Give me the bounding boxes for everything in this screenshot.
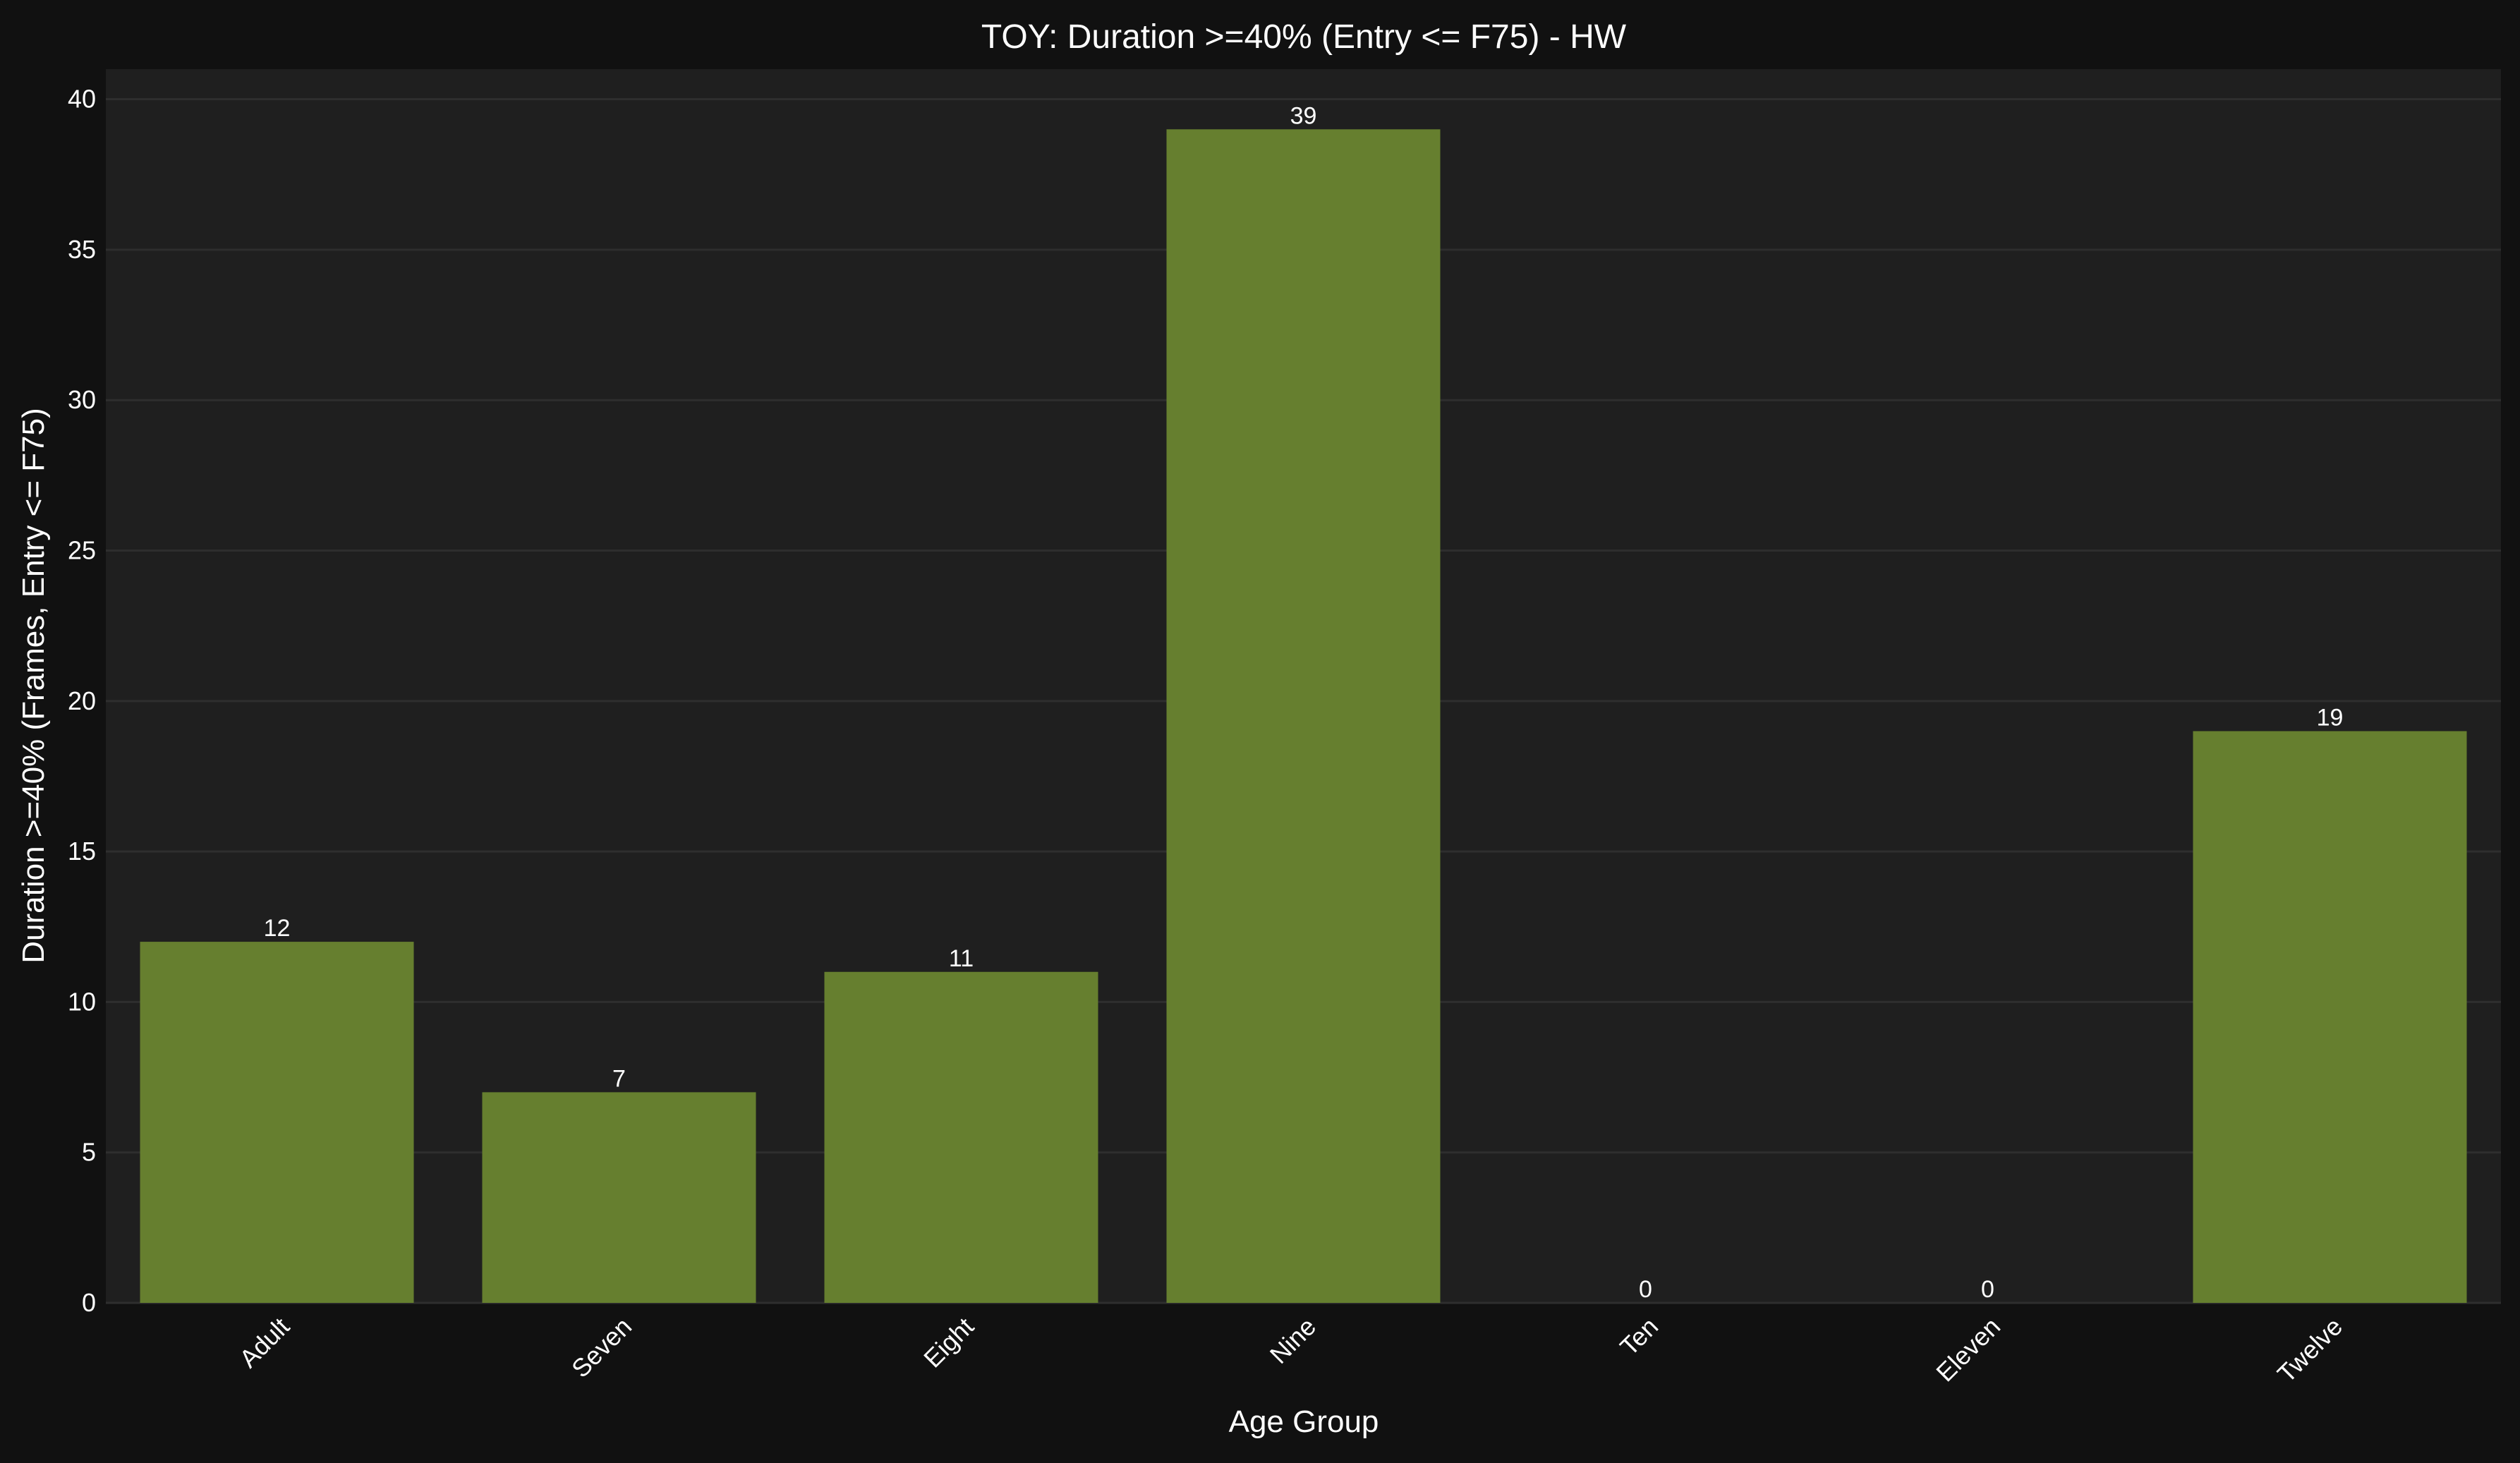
bar-value-label: 0 [1639,1276,1652,1303]
y-tick-label: 5 [82,1138,96,1167]
bar-value-labels: 12 7 11 39 0 0 19 [264,102,2344,1303]
y-tick-label: 10 [68,987,96,1016]
x-axis-title: Age Group [1229,1404,1379,1439]
bars [140,129,2467,1303]
y-tick-label: 25 [68,536,96,565]
bar-value-label: 11 [949,945,974,972]
y-tick-label: 40 [68,85,96,114]
y-axis-title: Duration >=40% (Frames, Entry <= F75) [16,408,51,963]
y-tick-label: 0 [82,1288,96,1317]
bar-value-label: 0 [1981,1276,1994,1303]
bar [1166,129,1441,1303]
bar [482,1092,756,1303]
y-tick-label: 15 [68,837,96,866]
y-tick-label: 20 [68,686,96,715]
bar [824,971,1098,1303]
bar [140,942,414,1303]
y-axis-ticks: 0 5 10 15 20 25 30 35 40 [68,85,96,1317]
bar [2193,731,2467,1303]
bar-value-label: 12 [264,915,291,942]
y-tick-label: 35 [68,235,96,264]
bar-value-label: 39 [1290,102,1317,129]
chart-title: TOY: Duration >=40% (Entry <= F75) - HW [981,18,1627,56]
bar-value-label: 7 [612,1065,626,1092]
y-tick-label: 30 [68,385,96,414]
bar-value-label: 19 [2317,704,2344,731]
